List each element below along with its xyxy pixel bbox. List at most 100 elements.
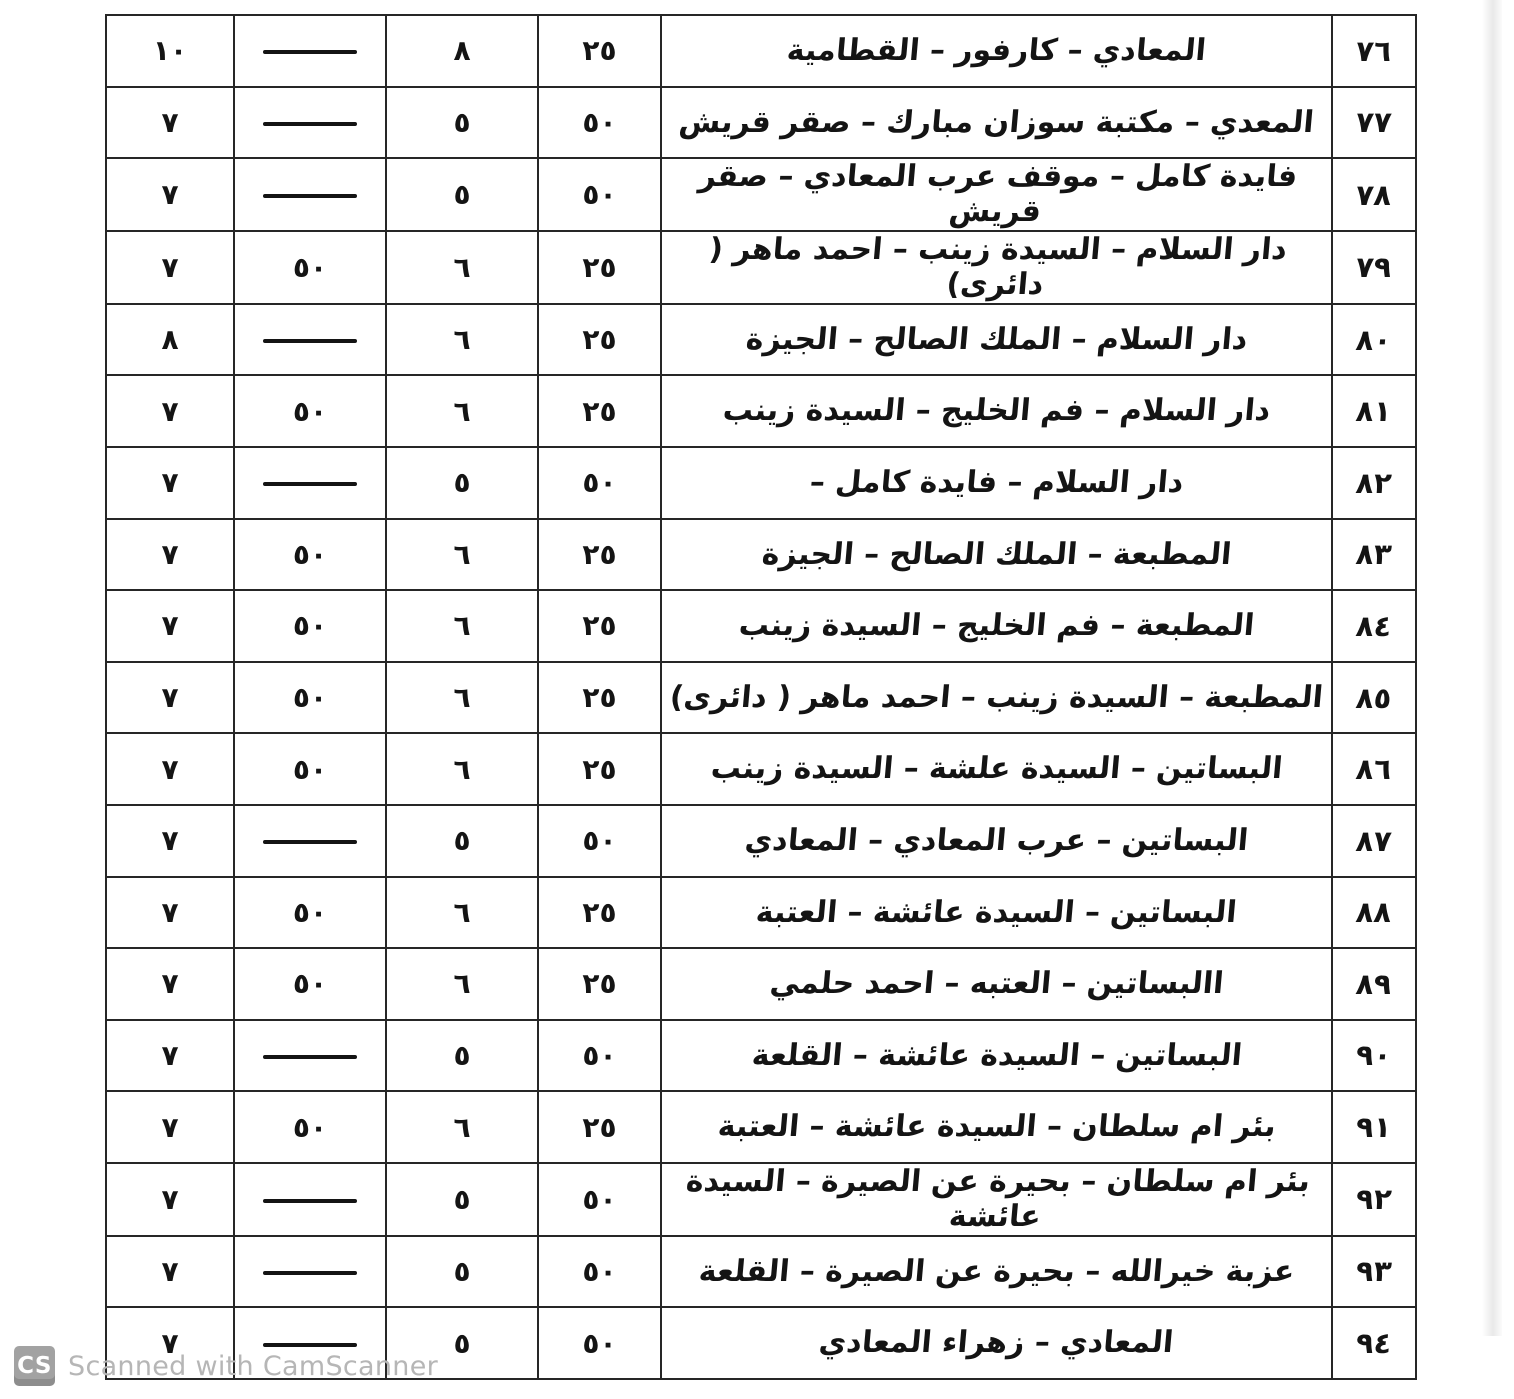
- serial-cell: ٨٠: [1331, 302, 1417, 377]
- dash-line: [263, 50, 357, 55]
- num-cell-2: ٦: [385, 302, 539, 377]
- dash-line: [263, 194, 357, 199]
- serial-cell: ٨١: [1331, 374, 1417, 448]
- num-cell-1: ٢٥: [537, 732, 662, 806]
- dash-line: [263, 339, 357, 344]
- num-cell-3: ٥٠: [233, 1090, 387, 1164]
- serial-cell-text: ٨٦: [1354, 752, 1394, 787]
- num-cell-2: ٦: [385, 374, 539, 448]
- dash-line: [263, 1054, 357, 1059]
- num-cell-2: ٥: [385, 803, 539, 878]
- table-row: ٨٨ البساتين – السيدة عائشة – العتبة ٢٥ ٦ ٥٠ ٧: [105, 875, 1417, 950]
- route-cell-text: دار السلام – فايدة كامل –: [808, 465, 1185, 501]
- num-cell-1: ٥٠: [537, 803, 662, 878]
- num-cell-4: ٧: [105, 660, 235, 735]
- route-cell-text: المطبعة – السيدة زينب – احمد ماهر ( دائر…: [668, 679, 1325, 715]
- num-cell-2: ٥: [385, 445, 539, 520]
- num-cell-3: [233, 1018, 387, 1093]
- serial-cell-text: ٨٢: [1354, 465, 1394, 500]
- route-cell: البساتين – السيدة عائشة – القلعة: [660, 1018, 1333, 1093]
- num-cell-3: ٥٠: [233, 875, 387, 950]
- route-cell-text: البساتين – السيدة عائشة – القلعة: [750, 1037, 1244, 1073]
- serial-cell: ٨٦: [1331, 732, 1417, 806]
- table-row: ٧٦ المعادي – كارفور – القطامية ٢٥ ٨ ١٠: [105, 14, 1417, 88]
- serial-cell-text: ٧٨: [1354, 177, 1394, 212]
- route-cell: فايدة كامل – موقف عرب المعادي – صقر قريش: [660, 157, 1333, 232]
- num-cell-4: ٧: [105, 589, 235, 663]
- table-row: ٨٢ دار السلام – فايدة كامل – ٥٠ ٥ ٧: [105, 445, 1417, 520]
- num-cell-2: ٥: [385, 1018, 539, 1093]
- route-cell-text: دار السلام – الملك الصالح – الجيزة: [744, 321, 1249, 357]
- serial-cell: ٩٠: [1331, 1018, 1417, 1093]
- num-cell-3: ٥٠: [233, 517, 387, 592]
- serial-cell-text: ٨٥: [1354, 680, 1394, 715]
- table-row: ٨٥ المطبعة – السيدة زينب – احمد ماهر ( دا…: [105, 660, 1417, 735]
- table-row: ٩٢ بئر ام سلطان – بحيرة عن الصيرة – السيد…: [105, 1161, 1417, 1237]
- serial-cell-text: ٨١: [1354, 394, 1394, 429]
- route-cell: بئر ام سلطان – بحيرة عن الصيرة – السيدة …: [660, 1161, 1333, 1237]
- route-cell: البساتين – عرب المعادي – المعادي: [660, 803, 1333, 878]
- num-cell-3: ٥٠: [233, 374, 387, 448]
- table-row: ٨١ دار السلام – فم الخليج – السيدة زينب ٢٥…: [105, 374, 1417, 448]
- table-row: ٨٣ المطبعة – الملك الصالح – الجيزة ٢٥ ٦ ٥٠ ٧: [105, 517, 1417, 592]
- serial-cell: ٩٢: [1331, 1161, 1417, 1237]
- route-cell-text: دار السلام – السيدة زينب – احمد ماهر ( د…: [707, 231, 1289, 303]
- route-cell: البساتين – السيدة علشة – السيدة زينب: [660, 732, 1333, 806]
- dash-line: [263, 1270, 357, 1275]
- num-cell-1: ٢٥: [537, 1090, 662, 1164]
- num-cell-4: ٧: [105, 1090, 235, 1164]
- serial-cell-text: ٨٨: [1354, 895, 1394, 930]
- num-cell-4: ٧: [105, 732, 235, 806]
- camscanner-logo-icon: CS: [14, 1346, 55, 1386]
- serial-cell: ٧٩: [1331, 229, 1417, 305]
- route-cell-text: االبساتين – العتبه – احمد حلمي: [768, 966, 1225, 1002]
- num-cell-1: ٢٥: [537, 374, 662, 448]
- num-cell-1: ٥٠: [537, 157, 662, 232]
- num-cell-1: ٢٥: [537, 875, 662, 950]
- serial-cell: ٨٤: [1331, 589, 1417, 663]
- serial-cell-text: ٨٧: [1354, 823, 1394, 858]
- table-row: ٩٣ عزبة خيرالله – بحيرة عن الصيرة – القلع…: [105, 1234, 1417, 1309]
- num-cell-3: [233, 1234, 387, 1309]
- table-row: ٨٩ االبساتين – العتبه – احمد حلمي ٢٥ ٦ ٥٠ ٧: [105, 947, 1417, 1021]
- dash-line: [263, 1342, 357, 1347]
- num-cell-4: ٧: [105, 1018, 235, 1093]
- num-cell-2: ٦: [385, 660, 539, 735]
- num-cell-3: [233, 803, 387, 878]
- table-row: ٨٤ المطبعة – فم الخليج – السيدة زينب ٢٥ ٦ ٥٠…: [105, 589, 1417, 663]
- route-cell: عزبة خيرالله – بحيرة عن الصيرة – القلعة: [660, 1234, 1333, 1309]
- dash-line: [263, 1198, 357, 1203]
- num-cell-3: [233, 1161, 387, 1237]
- num-cell-2: ٥: [385, 1306, 539, 1380]
- serial-cell-text: ٨٩: [1354, 966, 1394, 1001]
- serial-cell: ٨٢: [1331, 445, 1417, 520]
- route-cell: المعادي – كارفور – القطامية: [660, 14, 1333, 88]
- num-cell-1: ٥٠: [537, 1018, 662, 1093]
- num-cell-1: ٥٠: [537, 1306, 662, 1380]
- route-cell: دار السلام – السيدة زينب – احمد ماهر ( د…: [660, 229, 1333, 305]
- num-cell-1: ٢٥: [537, 14, 662, 88]
- num-cell-3: ٥٠: [233, 660, 387, 735]
- table-row: ٧٧ المعدي – مكتبة سوزان مبارك – صقر قريش ٥…: [105, 85, 1417, 160]
- serial-cell-text: ٩٢: [1354, 1182, 1394, 1217]
- route-cell-text: المعادي – زهراء المعادي: [817, 1325, 1176, 1361]
- route-cell: دار السلام – فايدة كامل –: [660, 445, 1333, 520]
- serial-cell-text: ٧٧: [1354, 105, 1394, 140]
- serial-cell: ٧٨: [1331, 157, 1417, 232]
- route-cell-text: البساتين – السيدة علشة – السيدة زينب: [709, 751, 1284, 787]
- num-cell-4: ٧: [105, 803, 235, 878]
- table-row: ٩١ بئر ام سلطان – السيدة عائشة – العتبة ٢٥…: [105, 1090, 1417, 1164]
- route-cell-text: المعدي – مكتبة سوزان مبارك – صقر قريش: [677, 104, 1316, 140]
- num-cell-2: ٨: [385, 14, 539, 88]
- num-cell-1: ٥٠: [537, 1234, 662, 1309]
- routes-table-body: ٧٦ المعادي – كارفور – القطامية ٢٥ ٨ ١٠ ٧٧ المع…: [105, 14, 1417, 1380]
- table-row: ٨٠ دار السلام – الملك الصالح – الجيزة ٢٥ ٦ ٨: [105, 302, 1417, 377]
- num-cell-3: ٥٠: [233, 589, 387, 663]
- num-cell-2: ٦: [385, 947, 539, 1021]
- num-cell-2: ٦: [385, 1090, 539, 1164]
- num-cell-4: ٧: [105, 947, 235, 1021]
- route-cell: االبساتين – العتبه – احمد حلمي: [660, 947, 1333, 1021]
- route-cell-text: فايدة كامل – موقف عرب المعادي – صقر قريش: [697, 159, 1299, 230]
- num-cell-4: ٧: [105, 1234, 235, 1309]
- route-cell-text: البساتين – عرب المعادي – المعادي: [743, 823, 1250, 858]
